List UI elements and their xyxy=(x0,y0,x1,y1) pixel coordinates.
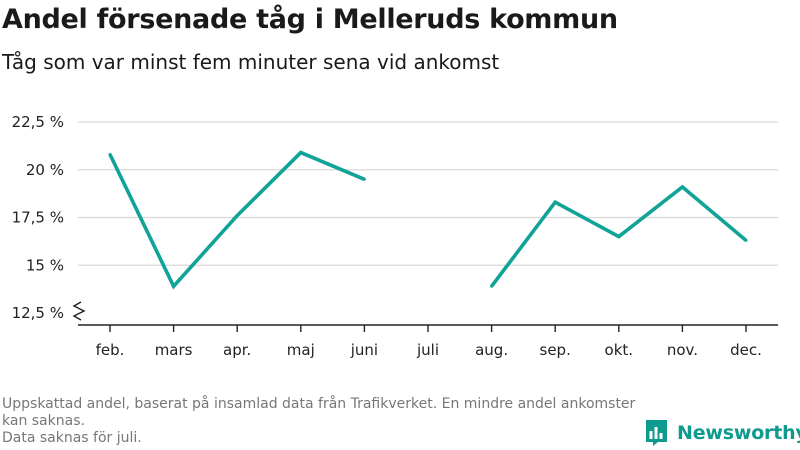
data-point xyxy=(553,200,557,204)
x-tick-label: nov. xyxy=(667,341,698,359)
x-tick-label: dec. xyxy=(730,341,762,359)
data-point xyxy=(172,284,176,288)
footnote-missing-data: Data saknas för juli. xyxy=(2,430,142,446)
series-lines xyxy=(108,150,748,290)
y-tick-label: 12,5 % xyxy=(12,304,64,322)
x-tick-label: apr. xyxy=(223,341,251,359)
x-tick-label: juni xyxy=(350,341,378,359)
data-point xyxy=(680,185,684,189)
data-point xyxy=(490,284,494,288)
footnote-source: Uppskattad andel, baserat på insamlad da… xyxy=(2,396,636,429)
x-tick-label: feb. xyxy=(96,341,125,359)
y-tick-label: 22,5 % xyxy=(12,113,64,131)
x-tick-label: maj xyxy=(287,341,315,359)
y-tick-label: 20 % xyxy=(26,161,64,179)
x-tick-label: aug. xyxy=(475,341,508,359)
data-point xyxy=(744,238,748,242)
x-axis: feb. mars apr. maj juni juli aug. sep. okt. nov. d… xyxy=(78,324,778,359)
x-tick-label: sep. xyxy=(540,341,571,359)
data-point xyxy=(108,152,112,156)
line-chart: 12,5 % 15 % 17,5 % 20 % 22,5 % feb. mars apr. m… xyxy=(12,113,778,359)
footnote: Uppskattad andel, baserat på insamlad da… xyxy=(2,396,642,447)
x-tick-label: okt. xyxy=(605,341,634,359)
x-tick-label: mars xyxy=(155,341,193,359)
chart-title: Andel försenade tåg i Melleruds kommun xyxy=(2,4,618,35)
brand-logo: Newsworthy xyxy=(644,418,800,448)
data-point xyxy=(362,177,366,181)
data-point xyxy=(617,235,621,239)
y-tick-label: 17,5 % xyxy=(12,209,64,227)
series-line xyxy=(108,150,366,290)
axis-break-mark xyxy=(72,301,86,321)
brand-name: Newsworthy xyxy=(677,422,800,444)
data-point xyxy=(299,151,303,155)
newsworthy-icon xyxy=(646,420,667,446)
y-tick-label: 15 % xyxy=(26,256,64,274)
y-axis-ticks: 12,5 % 15 % 17,5 % 20 % 22,5 % xyxy=(12,113,86,322)
data-point xyxy=(235,214,239,218)
chart-subtitle: Tåg som var minst fem minuter sena vid a… xyxy=(2,50,500,74)
x-tick-label: juli xyxy=(416,341,439,359)
